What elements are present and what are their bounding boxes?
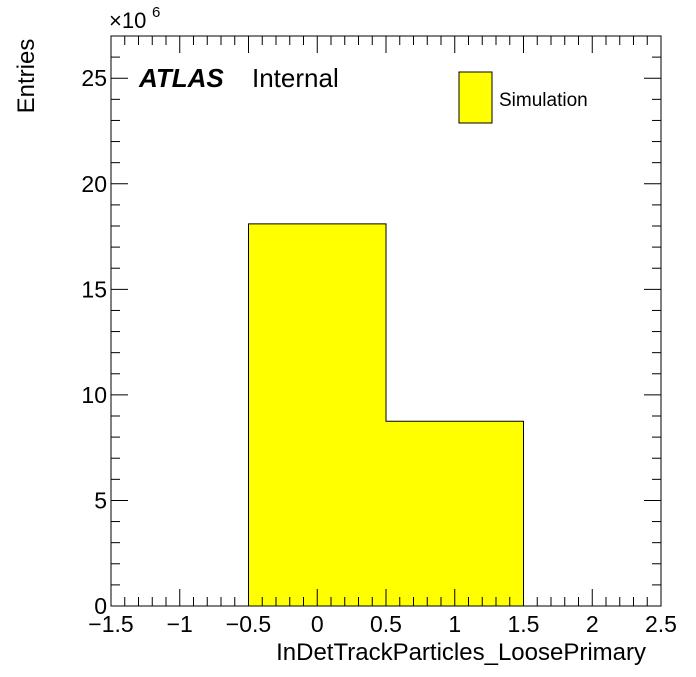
y-tick-label: 10 xyxy=(81,382,107,408)
histogram-bar-1 xyxy=(386,421,524,606)
x-tick-label: 0 xyxy=(311,611,324,637)
histogram-outline xyxy=(248,223,524,606)
x-tick-label: 1 xyxy=(448,611,461,637)
y-tick-label: 15 xyxy=(81,276,107,302)
y-multiplier-exponent: 6 xyxy=(152,4,160,21)
x-tick-label: −1.5 xyxy=(88,611,133,637)
y-tick-label: 0 xyxy=(94,593,107,619)
x-tick-label: 2.5 xyxy=(645,611,677,637)
ticks-layer xyxy=(110,35,662,607)
legend-entry-simulation: Simulation xyxy=(499,90,588,111)
x-tick-label: −1 xyxy=(167,611,193,637)
y-tick-label: 5 xyxy=(94,487,107,513)
atlas-label: ATLAS xyxy=(138,63,224,93)
x-tick-label: −0.5 xyxy=(226,611,271,637)
y-multiplier-label: ×10 xyxy=(109,8,146,33)
y-tick-label: 25 xyxy=(81,65,107,91)
internal-label: Internal xyxy=(252,63,339,93)
y-axis-title: Entries xyxy=(13,39,40,114)
x-axis-title: InDetTrackParticles_LoosePrimary xyxy=(276,639,646,666)
x-tick-label: 2 xyxy=(586,611,599,637)
bars-layer xyxy=(248,223,524,606)
histogram-bar-0 xyxy=(248,223,386,606)
x-tick-label: 1.5 xyxy=(508,611,540,637)
legend-swatch xyxy=(458,71,493,124)
y-tick-label: 20 xyxy=(81,171,107,197)
tick-labels-layer: −1.5 −1 −0.5 0 0.5 1 1.5 2 2.5 0 5 10 15 20 25 xyxy=(81,65,677,637)
x-tick-label: 0.5 xyxy=(370,611,402,637)
